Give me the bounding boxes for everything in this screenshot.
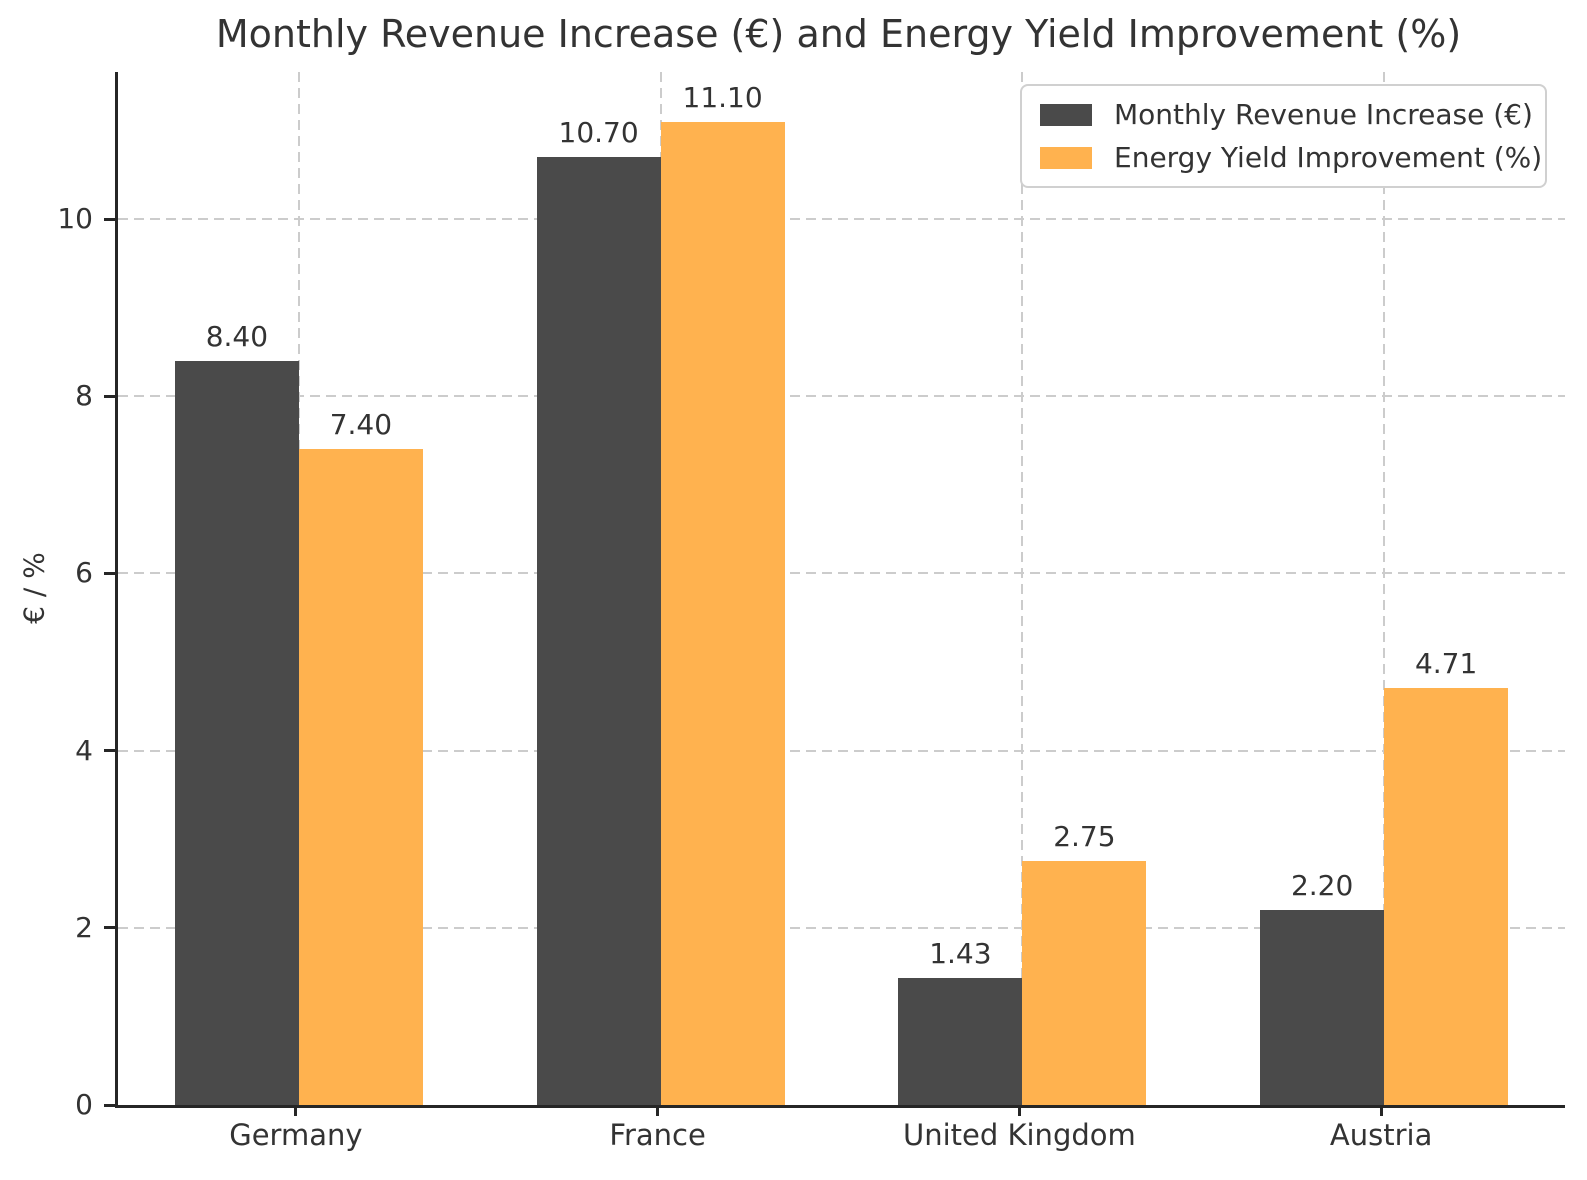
- x-tick-mark: [656, 1108, 660, 1116]
- y-tick-label: 4: [75, 733, 93, 767]
- bar-value-label: 2.20: [1290, 869, 1354, 903]
- bar-value-label: 10.70: [558, 116, 639, 150]
- legend-label-yield: Energy Yield Improvement (%): [1114, 141, 1543, 174]
- legend-item-yield: Energy Yield Improvement (%): [1040, 141, 1542, 174]
- gridline-horizontal: [118, 395, 1565, 398]
- x-tick-mark: [294, 1108, 298, 1116]
- y-tick-label: 0: [75, 1088, 93, 1121]
- x-tick-label: United Kingdom: [902, 1118, 1136, 1152]
- revenue-series-swatch: [1040, 103, 1092, 126]
- gridline-horizontal: [118, 572, 1565, 575]
- y-tick-label: 6: [75, 556, 93, 590]
- bar-value-label: 8.40: [205, 319, 269, 353]
- y-tick-mark: [104, 394, 115, 398]
- y-tick-mark: [104, 217, 115, 221]
- x-tick-label: Austria: [1329, 1118, 1433, 1152]
- chart-title: Monthly Revenue Increase (€) and Energy …: [215, 12, 1462, 56]
- yield-series-swatch: [1040, 146, 1092, 169]
- bar-value-label: 4.71: [1414, 646, 1478, 680]
- legend-item-revenue: Monthly Revenue Increase (€): [1040, 98, 1533, 131]
- bar: [660, 121, 785, 1105]
- x-tick-mark: [1017, 1108, 1021, 1116]
- gridline-horizontal: [118, 218, 1565, 221]
- bar: [1384, 687, 1509, 1105]
- x-tick-mark: [1379, 1108, 1383, 1116]
- bar-value-label: 1.43: [929, 937, 992, 971]
- gridline-vertical: [1383, 72, 1386, 1105]
- gridline-horizontal: [118, 926, 1565, 929]
- bar-value-label: 2.75: [1053, 820, 1116, 854]
- bar: [174, 360, 299, 1105]
- bar: [1260, 910, 1385, 1105]
- bar-value-label: 11.10: [682, 80, 763, 114]
- y-tick-label: 10: [57, 202, 93, 236]
- x-tick-label: France: [609, 1118, 706, 1152]
- bar: [536, 157, 661, 1105]
- plot-area: 8.40 10.70 1.43 2.20 7.40 11.10 2.75 4.71: [115, 72, 1565, 1108]
- legend-label-revenue: Monthly Revenue Increase (€): [1114, 98, 1533, 131]
- bar-value-label: 7.40: [329, 408, 393, 442]
- y-tick-mark: [104, 749, 115, 753]
- x-tick-label: Germany: [229, 1118, 363, 1152]
- y-tick-mark: [104, 571, 115, 575]
- gridline-horizontal: [118, 749, 1565, 752]
- y-tick-label: 8: [75, 379, 93, 413]
- bar: [298, 449, 423, 1105]
- gridline-vertical: [1021, 72, 1024, 1105]
- bar: [1022, 861, 1147, 1105]
- bar: [898, 978, 1023, 1105]
- y-tick-mark: [104, 1103, 115, 1107]
- y-tick-label: 2: [75, 910, 93, 944]
- y-tick-mark: [104, 926, 115, 930]
- legend: Monthly Revenue Increase (€) Energy Yiel…: [1020, 84, 1547, 188]
